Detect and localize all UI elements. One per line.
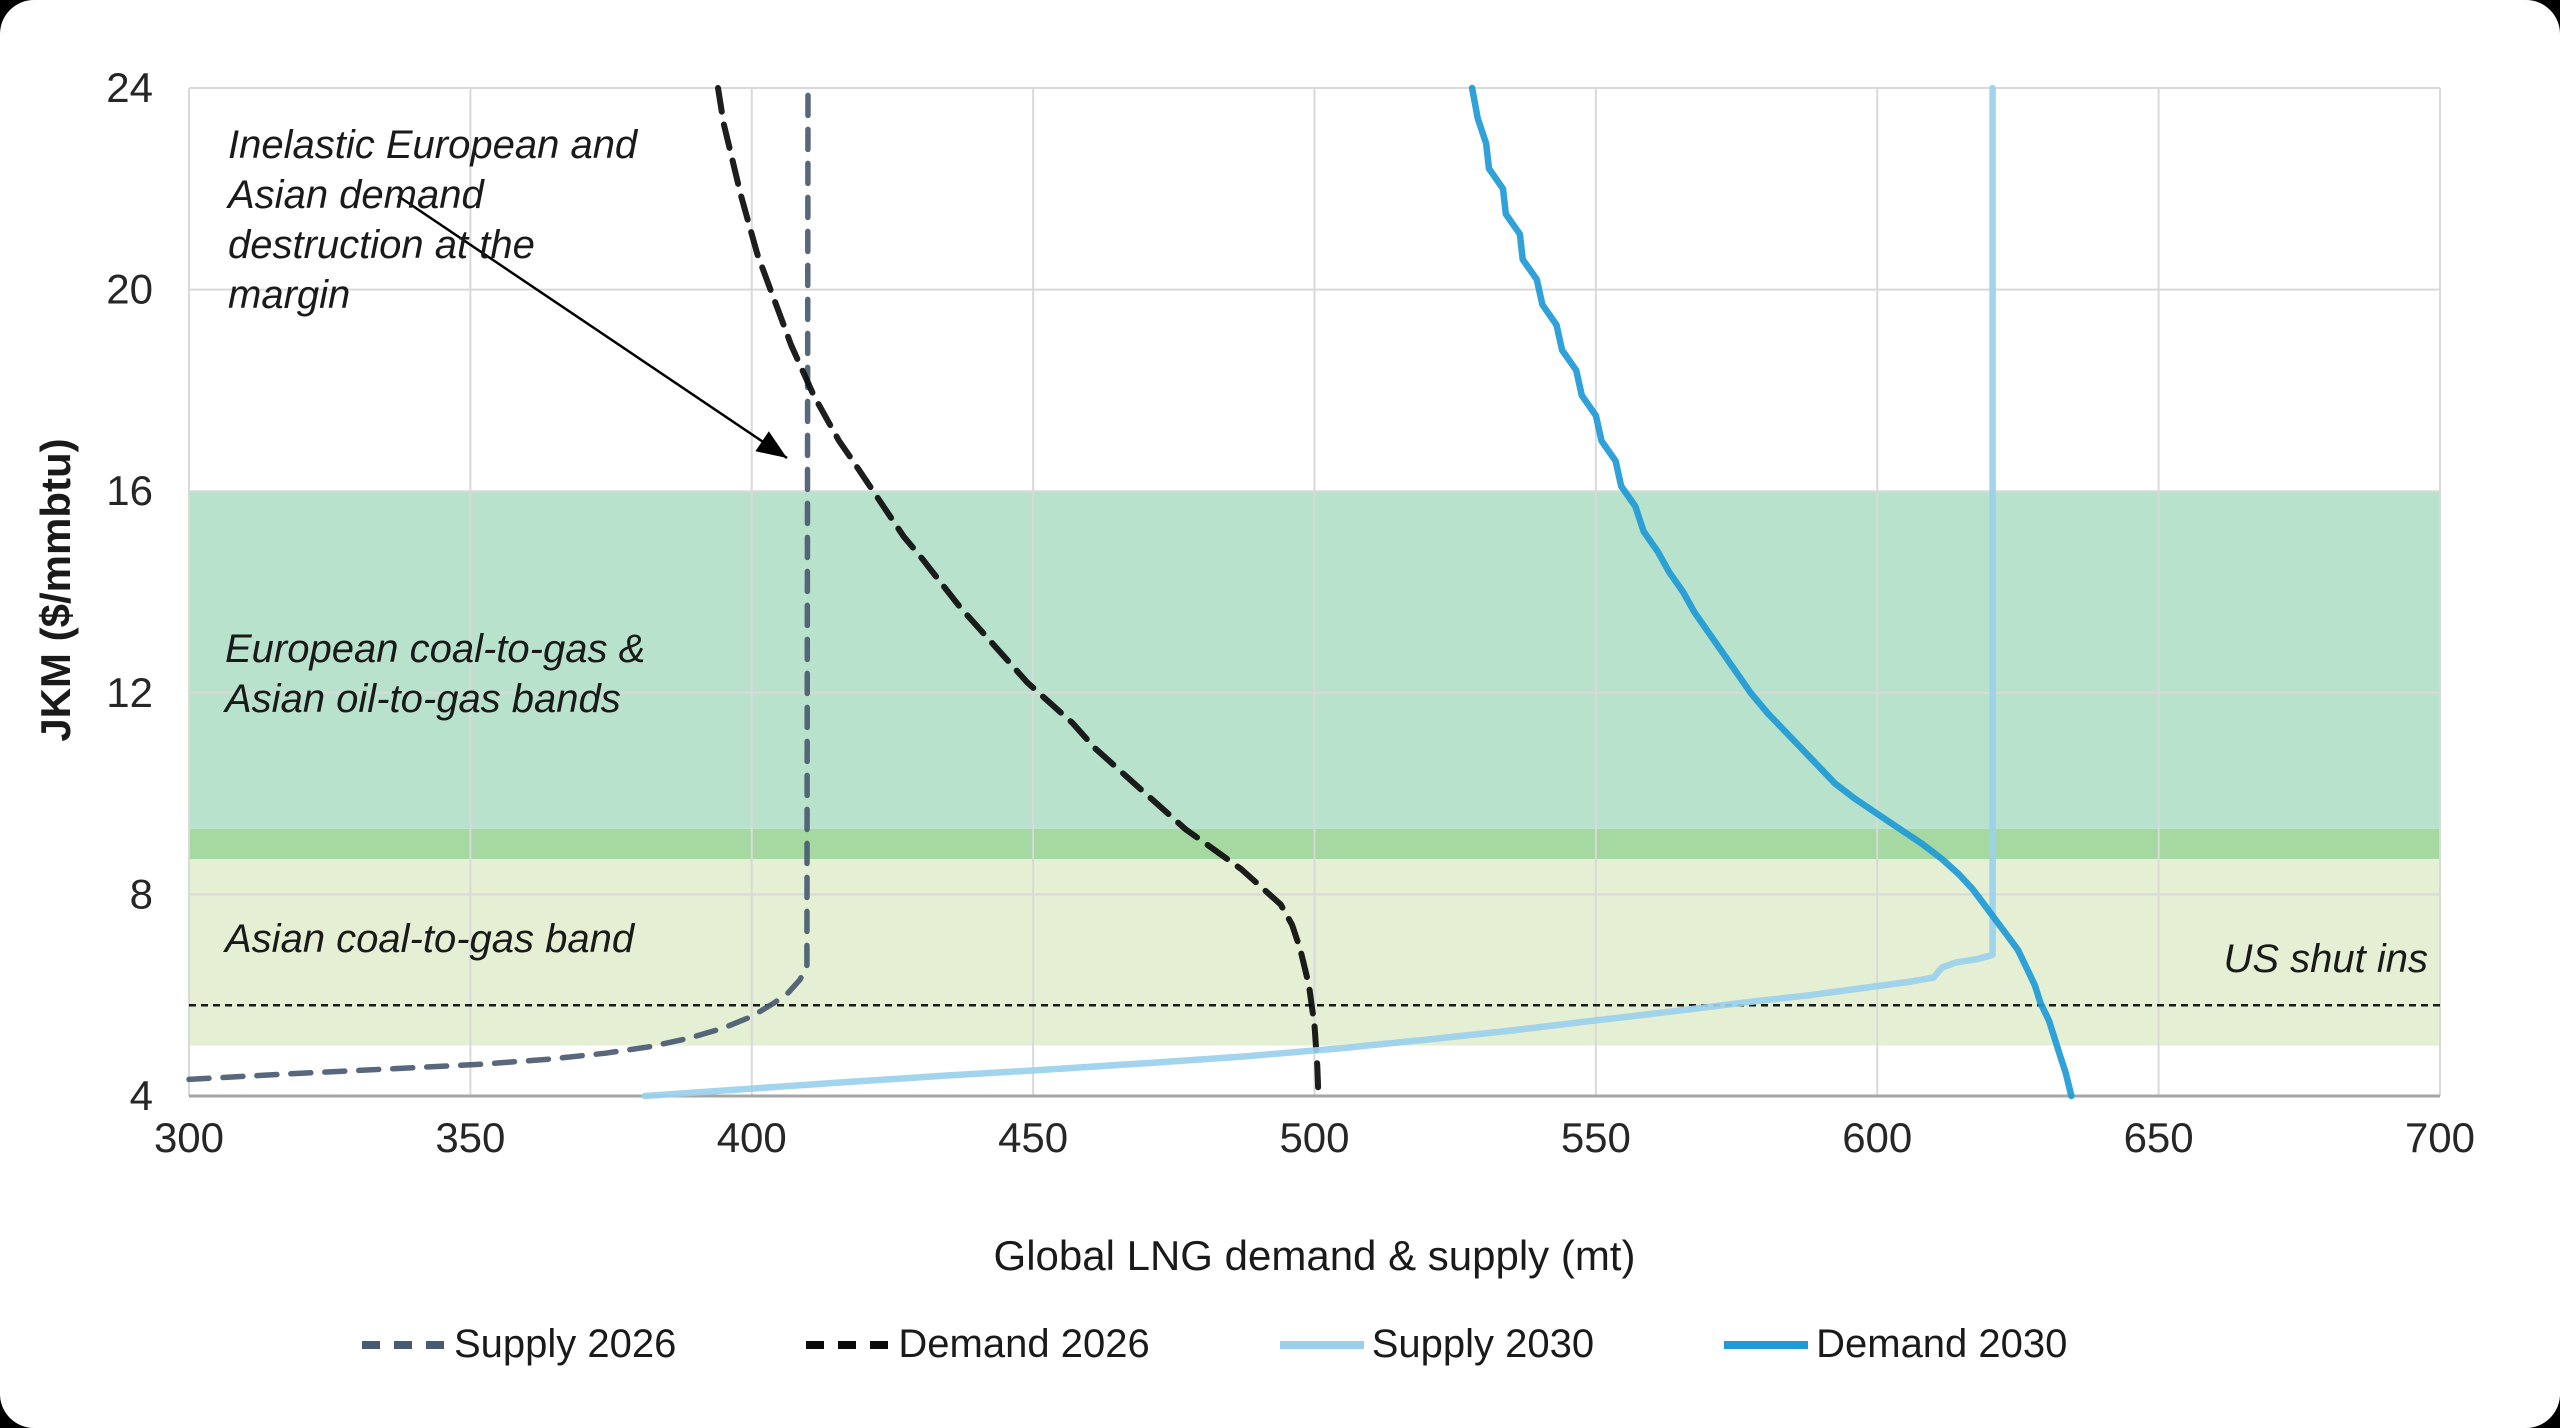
legend-swatch-supply-2026 — [362, 1340, 446, 1349]
x-tick-label-450: 450 — [998, 1114, 1068, 1161]
legend-item-demand-2026: Demand 2026 — [804, 1322, 1150, 1367]
legend-item-demand-2030: Demand 2030 — [1722, 1322, 2067, 1367]
legend-swatch-demand-2026 — [806, 1340, 891, 1349]
series-demand-2030 — [1468, 84, 2075, 1100]
x-tick-label-600: 600 — [1842, 1114, 1912, 1161]
x-tick-label-300: 300 — [154, 1114, 224, 1161]
y-tick-label-8: 8 — [130, 870, 153, 917]
y-tick-label-20: 20 — [106, 266, 153, 313]
y-tick-label-16: 16 — [106, 467, 153, 514]
y-axis-title: JKM ($/mmbtu) — [32, 438, 79, 742]
legend-label: Demand 2030 — [1816, 1322, 2068, 1366]
x-tick-label-650: 650 — [2124, 1114, 2194, 1161]
legend-item-supply-2030: Supply 2030 — [1278, 1322, 1594, 1367]
legend-item-supply-2026: Supply 2026 — [360, 1322, 676, 1367]
y-tick-label-24: 24 — [106, 64, 153, 111]
x-tick-label-500: 500 — [1279, 1114, 1349, 1161]
annotation-arrow-line — [397, 194, 788, 460]
y-tick-label-12: 12 — [106, 669, 153, 716]
x-axis-title: Global LNG demand & supply (mt) — [993, 1232, 1636, 1279]
series-supply-2026 — [186, 85, 811, 1083]
x-tick-label-350: 350 — [435, 1114, 505, 1161]
annotation-asian-band: Asian coal-to-gas band — [223, 917, 636, 961]
y-tick-label-4: 4 — [130, 1072, 153, 1119]
x-tick-label-700: 700 — [2405, 1114, 2475, 1161]
series-supply-2030 — [641, 84, 1996, 1100]
x-tick-label-550: 550 — [1561, 1114, 1631, 1161]
annotation-inelastic: Inelastic European and Asian demand destru… — [226, 123, 639, 317]
legend-swatch-supply-2030 — [1279, 1340, 1364, 1349]
annotation-arrow-head — [755, 431, 787, 458]
legend-label: Demand 2026 — [898, 1322, 1150, 1366]
legend: Supply 2026 Demand 2026 Supply 2030 Demand … — [360, 1322, 2067, 1367]
legend-swatch-demand-2030 — [1724, 1340, 1809, 1349]
annotation-european-band: European coal-to-gas & Asian oil-to-gas b… — [223, 627, 645, 721]
legend-label: Supply 2030 — [1371, 1322, 1595, 1366]
annotation-us-shut-ins: US shut ins — [2223, 937, 2428, 981]
series-demand-2026 — [715, 85, 1322, 1099]
legend-label: Supply 2026 — [454, 1322, 677, 1366]
x-tick-label-400: 400 — [717, 1114, 787, 1161]
